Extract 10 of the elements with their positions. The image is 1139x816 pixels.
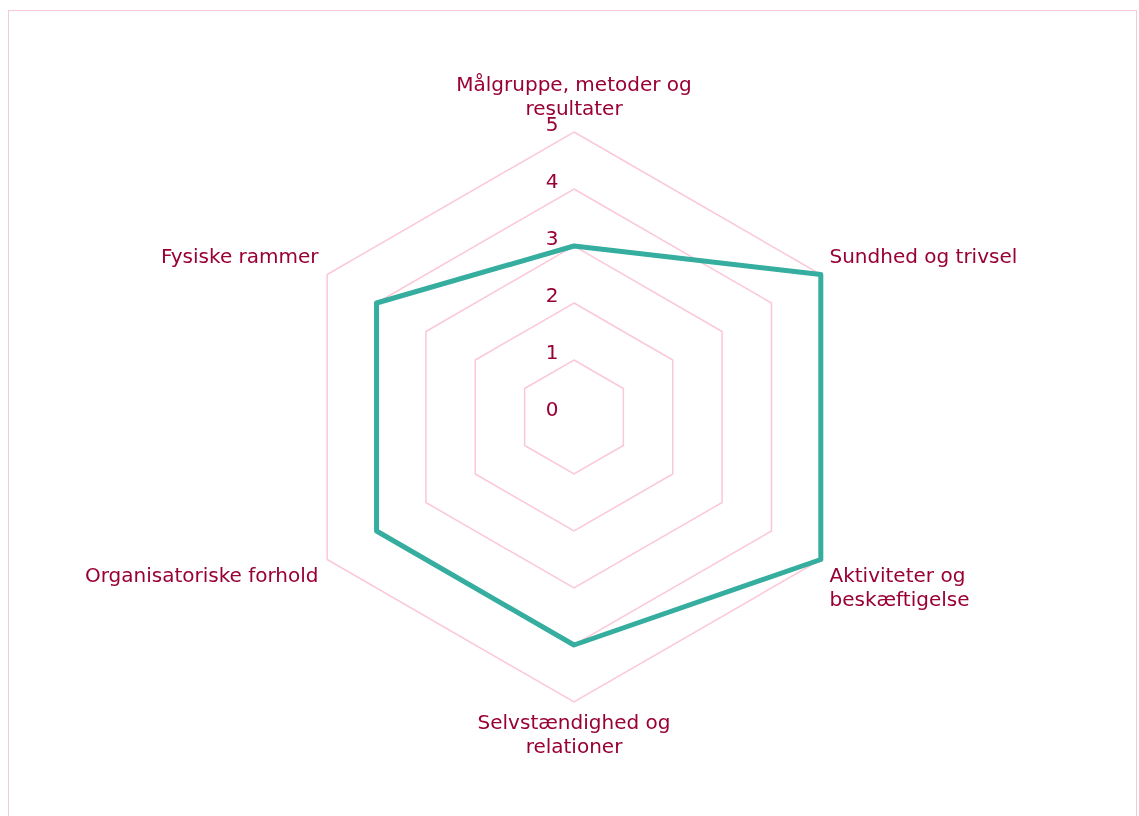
spoke-label: Sundhed og trivsel — [829, 243, 1018, 268]
y-tick-label: 4 — [545, 169, 559, 194]
y-tick-label: 3 — [545, 226, 559, 251]
spoke-label: Organisatoriske forhold — [84, 562, 319, 587]
y-tick-label: 2 — [545, 283, 559, 308]
spoke-label: Selvstændighed og relationer — [477, 710, 671, 759]
y-tick-label: 1 — [545, 340, 559, 365]
y-tick-label: 0 — [545, 397, 559, 422]
spoke-label: Aktiviteter og beskæftigelse — [829, 562, 970, 611]
spoke-label: Fysiske rammer — [161, 243, 320, 268]
